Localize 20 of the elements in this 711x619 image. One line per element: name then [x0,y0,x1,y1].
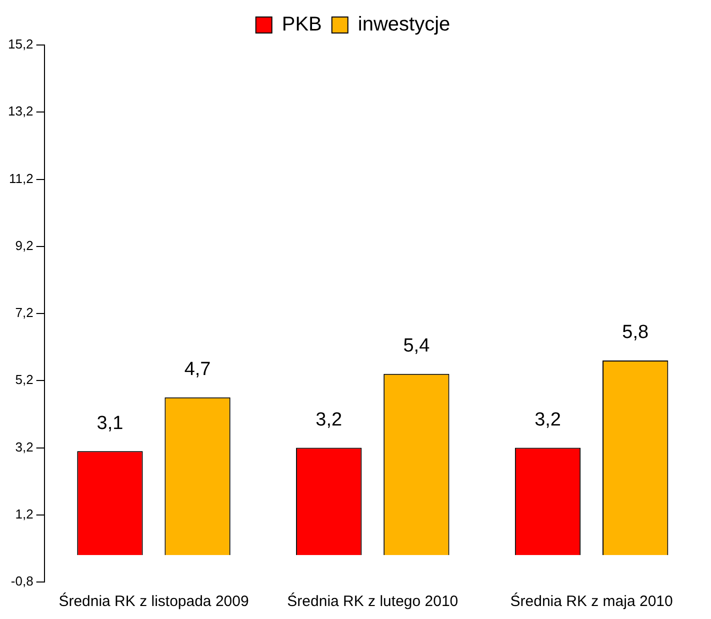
x-tick-label: Średnia RK z maja 2010 [510,592,673,610]
x-tick-label: Średnia RK z lutego 2010 [287,592,458,610]
x-tick-label: Średnia RK z listopada 2009 [58,592,249,610]
data-label: 5,4 [403,336,430,357]
data-label: 4,7 [184,359,211,380]
data-label: 5,8 [622,322,649,344]
y-tick-label: 1,2 [15,506,34,522]
legend-label: PKB [282,14,322,36]
y-tick-label: 7,2 [15,305,34,320]
y-tick-label: 9,2 [15,238,34,253]
y-tick-label: 13,2 [8,104,34,119]
data-label: 3,1 [96,412,124,434]
y-tick-label: 3,2 [15,439,34,454]
data-label: 3,2 [316,409,342,430]
legend-label: inwestycje [358,14,450,36]
y-tick-label: -0,8 [10,574,34,589]
y-tick-label: 11,2 [8,170,34,186]
y-tick-label: 5,2 [15,372,34,388]
data-label: 3,2 [534,409,561,430]
y-tick-label: 15,2 [8,36,34,52]
